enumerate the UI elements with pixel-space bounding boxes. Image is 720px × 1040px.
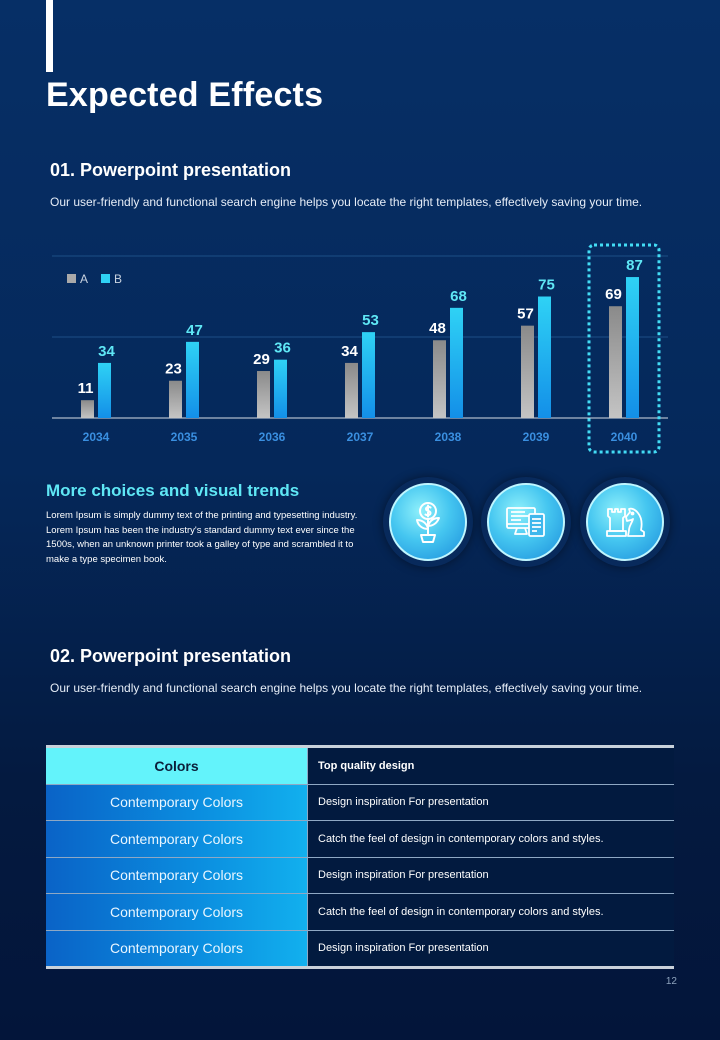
table-cell-design: Design inspiration For presentation xyxy=(307,784,674,820)
x-tick-label: 2040 xyxy=(611,430,638,444)
table-cell-colors: Contemporary Colors xyxy=(46,784,307,820)
bar-chart: 1134203423472035293620363453203748682038… xyxy=(52,243,668,454)
section2-description: Our user-friendly and functional search … xyxy=(50,681,643,695)
data-label-a: 69 xyxy=(605,286,622,303)
chess-knight-badge xyxy=(580,477,670,567)
colors-table: Colors Top quality design Contemporary C… xyxy=(46,745,674,969)
trends-text: Lorem Ipsum is simply dummy text of the … xyxy=(46,510,358,565)
table-cell-design: Design inspiration For presentation xyxy=(307,857,674,893)
table-cell-colors: Contemporary Colors xyxy=(46,894,307,930)
table-row: Contemporary Colors Catch the feel of de… xyxy=(46,820,674,857)
legend-swatch-a xyxy=(67,274,76,283)
data-label-b: 53 xyxy=(362,312,379,329)
data-label-a: 48 xyxy=(429,320,446,337)
bar-a xyxy=(81,400,94,418)
table-cell-design: Catch the feel of design in contemporary… xyxy=(307,894,674,930)
data-label-a: 57 xyxy=(517,306,534,323)
table-header-colors: Colors xyxy=(46,748,307,784)
legend-label-a: A xyxy=(80,272,88,286)
money-plant-badge xyxy=(383,477,473,567)
bar-b xyxy=(538,296,551,418)
table-cell-colors: Contemporary Colors xyxy=(46,857,307,893)
table-row: Contemporary Colors Design inspiration F… xyxy=(46,783,674,820)
bar-a xyxy=(609,306,622,418)
x-tick-label: 2037 xyxy=(347,430,374,444)
bar-b xyxy=(98,362,111,418)
bar-a xyxy=(521,325,534,418)
data-label-b: 47 xyxy=(186,322,203,339)
bar-b xyxy=(450,307,463,418)
title-accent-bar xyxy=(46,0,53,72)
legend-swatch-b xyxy=(101,274,110,283)
data-label-b: 75 xyxy=(538,277,555,294)
legend-label-b: B xyxy=(114,272,122,286)
data-label-b: 87 xyxy=(626,257,643,274)
table-cell-design: Design inspiration For presentation xyxy=(307,930,674,966)
bar-a xyxy=(433,340,446,418)
x-tick-label: 2036 xyxy=(259,430,286,444)
money-plant-icon xyxy=(416,502,440,543)
bar-b xyxy=(186,341,199,418)
data-label-a: 23 xyxy=(165,361,182,378)
computer-document-badge xyxy=(481,477,571,567)
x-tick-label: 2039 xyxy=(523,430,550,444)
x-tick-label: 2034 xyxy=(83,430,110,444)
page-title: Expected Effects xyxy=(46,76,324,114)
table-header-design: Top quality design xyxy=(307,748,674,784)
highlight-frame xyxy=(587,243,661,454)
table-cell-design: Catch the feel of design in contemporary… xyxy=(307,821,674,857)
data-label-a: 34 xyxy=(341,343,358,360)
x-tick-label: 2038 xyxy=(435,430,462,444)
computer-document-icon xyxy=(506,507,545,537)
page-number: 12 xyxy=(665,976,677,987)
bar-a xyxy=(345,362,358,418)
table-cell-colors: Contemporary Colors xyxy=(46,821,307,857)
section2-title: 02. Powerpoint presentation xyxy=(50,646,292,666)
data-label-a: 11 xyxy=(78,380,94,397)
bar-b xyxy=(362,332,375,418)
data-label-b: 68 xyxy=(450,288,467,305)
bar-b xyxy=(626,277,639,418)
table-header-row: Colors Top quality design xyxy=(46,748,674,784)
data-label-a: 29 xyxy=(253,351,270,368)
section1-title: 01. Powerpoint presentation xyxy=(50,160,292,180)
data-label-b: 36 xyxy=(274,340,291,357)
chess-knight-icon xyxy=(606,507,645,537)
x-tick-label: 2035 xyxy=(171,430,198,444)
section1-description: Our user-friendly and functional search … xyxy=(50,195,643,209)
bar-a xyxy=(169,380,182,418)
data-label-b: 34 xyxy=(98,343,115,360)
table-row: Contemporary Colors Design inspiration F… xyxy=(46,929,674,966)
table-cell-colors: Contemporary Colors xyxy=(46,930,307,966)
table-row: Contemporary Colors Catch the feel of de… xyxy=(46,893,674,930)
bar-a xyxy=(257,371,270,418)
table-row: Contemporary Colors Design inspiration F… xyxy=(46,856,674,893)
trends-title: More choices and visual trends xyxy=(46,481,300,500)
bar-b xyxy=(274,359,287,418)
